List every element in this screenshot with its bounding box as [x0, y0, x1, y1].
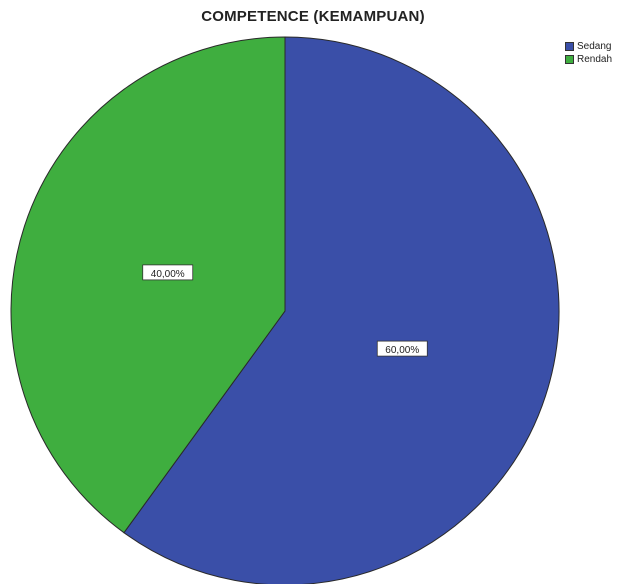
legend-swatch-sedang	[565, 42, 574, 51]
data-label-sedang: 60,00%	[385, 345, 419, 356]
chart-title: COMPETENCE (KEMAMPUAN)	[201, 8, 425, 25]
legend-swatch-rendah	[565, 55, 574, 64]
data-label-box	[142, 264, 194, 281]
legend-label-sedang: Sedang	[577, 41, 612, 52]
pie-slice-sedang	[123, 36, 560, 584]
legend-label-rendah: Rendah	[577, 54, 613, 65]
data-label-group-sedang: 60,00%	[376, 340, 428, 357]
data-label-box	[376, 340, 428, 357]
pie-slice-rendah	[10, 36, 286, 534]
legend-item-rendah: Rendah	[565, 53, 612, 66]
data-label-rendah: 40,00%	[151, 269, 185, 280]
legend-item-sedang: Sedang	[565, 40, 612, 53]
legend: Sedang Rendah	[565, 40, 612, 66]
data-label-group-rendah: 40,00%	[142, 264, 194, 281]
